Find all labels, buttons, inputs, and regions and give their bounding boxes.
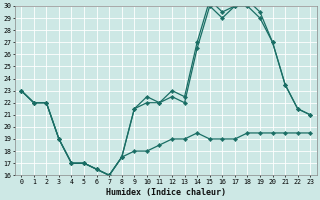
X-axis label: Humidex (Indice chaleur): Humidex (Indice chaleur) (106, 188, 226, 197)
